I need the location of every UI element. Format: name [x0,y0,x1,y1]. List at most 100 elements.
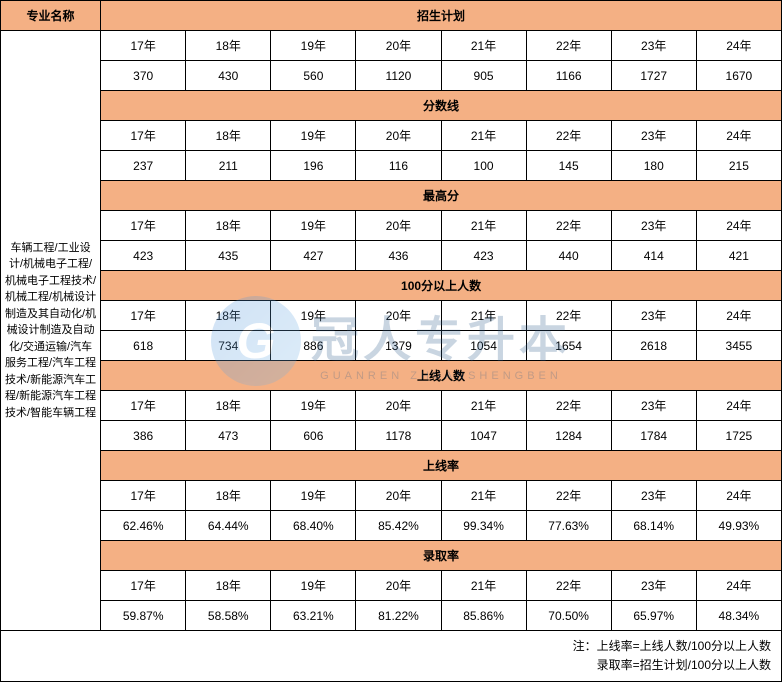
value-cell: 1178 [356,421,441,451]
section-title: 最高分 [101,181,782,211]
footer-note: 注：上线率=上线人数/100分以上人数 录取率=招生计划/100分以上人数 [0,631,782,682]
year-cell: 17年 [101,391,186,421]
year-cell: 20年 [356,391,441,421]
value-cell: 49.93% [696,511,781,541]
value-cell: 1166 [526,61,611,91]
year-cell: 23年 [611,571,696,601]
year-cell: 21年 [441,31,526,61]
value-cell: 63.21% [271,601,356,631]
year-cell: 22年 [526,31,611,61]
year-cell: 18年 [186,121,271,151]
value-cell: 1670 [696,61,781,91]
value-cell: 370 [101,61,186,91]
year-cell: 18年 [186,31,271,61]
value-cell: 196 [271,151,356,181]
value-cell: 65.97% [611,601,696,631]
section-title: 上线人数 [101,361,782,391]
value-cell: 85.86% [441,601,526,631]
value-cell: 1054 [441,331,526,361]
value-cell: 68.14% [611,511,696,541]
year-cell: 24年 [696,571,781,601]
value-cell: 64.44% [186,511,271,541]
year-cell: 19年 [271,31,356,61]
year-cell: 21年 [441,571,526,601]
year-cell: 18年 [186,391,271,421]
value-cell: 1379 [356,331,441,361]
year-cell: 20年 [356,211,441,241]
section-title: 录取率 [101,541,782,571]
year-cell: 19年 [271,301,356,331]
year-cell: 23年 [611,301,696,331]
value-cell: 606 [271,421,356,451]
footer-line2: 录取率=招生计划/100分以上人数 [11,656,771,675]
year-cell: 22年 [526,481,611,511]
value-cell: 1120 [356,61,441,91]
year-cell: 18年 [186,211,271,241]
value-cell: 1654 [526,331,611,361]
year-cell: 22年 [526,121,611,151]
section-title: 分数线 [101,91,782,121]
value-cell: 618 [101,331,186,361]
data-table: 专业名称招生计划车辆工程/工业设计/机械电子工程/机械电子工程技术/机械工程/机… [0,0,782,631]
value-cell: 145 [526,151,611,181]
header-major-name: 专业名称 [1,1,101,31]
value-cell: 1784 [611,421,696,451]
year-cell: 20年 [356,481,441,511]
value-cell: 734 [186,331,271,361]
year-cell: 23年 [611,121,696,151]
year-cell: 22年 [526,301,611,331]
major-text: 车辆工程/工业设计/机械电子工程/机械电子工程技术/机械工程/机械设计制造及其自… [1,31,101,631]
value-cell: 62.46% [101,511,186,541]
year-cell: 20年 [356,301,441,331]
value-cell: 421 [696,241,781,271]
year-cell: 17年 [101,571,186,601]
year-cell: 24年 [696,121,781,151]
value-cell: 386 [101,421,186,451]
value-cell: 70.50% [526,601,611,631]
value-cell: 427 [271,241,356,271]
section-title: 100分以上人数 [101,271,782,301]
value-cell: 435 [186,241,271,271]
value-cell: 423 [441,241,526,271]
value-cell: 560 [271,61,356,91]
year-cell: 17年 [101,31,186,61]
value-cell: 215 [696,151,781,181]
year-cell: 18年 [186,301,271,331]
year-cell: 21年 [441,481,526,511]
year-cell: 24年 [696,391,781,421]
value-cell: 3455 [696,331,781,361]
year-cell: 21年 [441,211,526,241]
year-cell: 18年 [186,571,271,601]
footer-line1: 注：上线率=上线人数/100分以上人数 [11,637,771,656]
section-title: 招生计划 [101,1,782,31]
value-cell: 77.63% [526,511,611,541]
year-cell: 23年 [611,31,696,61]
year-cell: 21年 [441,121,526,151]
year-cell: 19年 [271,481,356,511]
value-cell: 905 [441,61,526,91]
year-cell: 17年 [101,481,186,511]
year-cell: 19年 [271,391,356,421]
value-cell: 2618 [611,331,696,361]
value-cell: 886 [271,331,356,361]
year-cell: 20年 [356,571,441,601]
value-cell: 414 [611,241,696,271]
value-cell: 116 [356,151,441,181]
value-cell: 48.34% [696,601,781,631]
year-cell: 22年 [526,391,611,421]
value-cell: 1727 [611,61,696,91]
value-cell: 1047 [441,421,526,451]
year-cell: 23年 [611,391,696,421]
year-cell: 17年 [101,211,186,241]
value-cell: 473 [186,421,271,451]
value-cell: 85.42% [356,511,441,541]
section-title: 上线率 [101,451,782,481]
year-cell: 18年 [186,481,271,511]
year-cell: 22年 [526,571,611,601]
value-cell: 440 [526,241,611,271]
year-cell: 21年 [441,301,526,331]
year-cell: 24年 [696,31,781,61]
value-cell: 436 [356,241,441,271]
value-cell: 81.22% [356,601,441,631]
year-cell: 23年 [611,211,696,241]
